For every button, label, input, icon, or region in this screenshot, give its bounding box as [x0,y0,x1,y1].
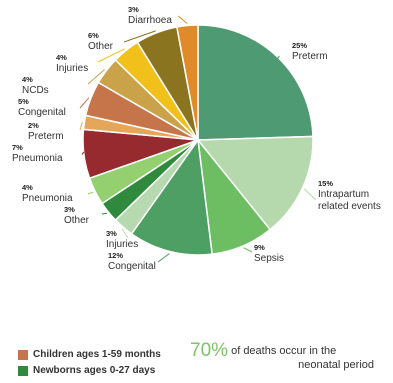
slice-label-pneumonia-6: Pneumonia [22,193,73,204]
slice-label-other-12: Other [88,41,114,52]
slice-label-intrapartum-related-events-1-line1: related events [318,201,381,212]
legend-swatch-children [18,349,28,360]
slice-label-injuries-11: Injuries [56,63,88,74]
leader-line-0 [275,55,280,61]
slice-pct-label-11: 4% [56,53,67,62]
slice-pct-label-5: 3% [64,205,75,214]
pie-slice-intrapartum-related-events-1 [196,135,314,231]
slice-label-diarrhoea-13: Diarrhoea [128,15,172,26]
leader-line-9 [79,97,90,109]
leader-line-3 [157,253,170,263]
slice-pct-label-3: 12% [108,251,123,260]
slice-pct-label-13: 3% [128,5,139,14]
leader-line-2 [243,247,253,253]
slice-label-preterm-8: Preterm [28,131,64,142]
slice-label-other-5: Other [64,215,90,226]
slice-pct-label-12: 6% [88,31,99,40]
slice-pct-label-1: 15% [318,179,333,188]
slice-label-congenital-3: Congenital [108,261,156,272]
leader-line-6 [87,191,94,195]
slice-pct-label-2: 9% [254,243,265,252]
legend-label-newborns: Newborns ages 0-27 days [33,365,156,376]
note-line-1: of deaths occur in the [228,345,337,357]
leader-line-5 [101,212,107,215]
slice-label-pneumonia-7: Pneumonia [12,153,63,164]
pie-slice-diarrhoea-13 [175,24,199,141]
slice-label-injuries-4: Injuries [106,239,138,250]
slice-label-sepsis-2: Sepsis [254,253,284,264]
note-line-2: neonatal period [298,359,374,371]
slice-pct-label-10: 4% [22,75,33,84]
leader-line-4 [121,228,129,239]
legend-label-children: Children ages 1-59 months [33,349,161,360]
legend-swatch-newborns [18,365,28,376]
leader-line-11 [97,48,125,63]
leader-lines [79,15,317,263]
slice-pct-label-0: 25% [292,41,307,50]
neonatal-note: 70% of deaths occur in the neonatal peri… [190,341,390,372]
leader-line-1 [303,188,317,201]
leader-line-7 [81,151,85,155]
leader-line-10 [87,69,105,85]
leader-line-12 [123,30,156,43]
slice-label-intrapartum-related-events-1: Intrapartum [318,189,369,200]
slice-label-congenital-9: Congenital [18,107,66,118]
slice-pct-label-9: 5% [18,97,29,106]
leader-line-8 [79,121,83,131]
leader-line-13 [177,15,188,24]
pie-slice-congenital-3 [130,137,213,256]
slice-pct-label-4: 3% [106,229,117,238]
slice-pct-label-6: 4% [22,183,33,192]
slice-pct-label-8: 2% [28,121,39,130]
slice-label-ncds-10: NCDs [22,85,49,96]
pie-slices [82,24,314,256]
slice-label-preterm-0: Preterm [292,51,328,62]
note-percentage: 70% [190,340,229,361]
legend-item-newborns: Newborns ages 0-27 days [18,365,155,376]
slice-pct-label-7: 7% [12,143,23,152]
legend-item-children: Children ages 1-59 months [18,349,161,360]
